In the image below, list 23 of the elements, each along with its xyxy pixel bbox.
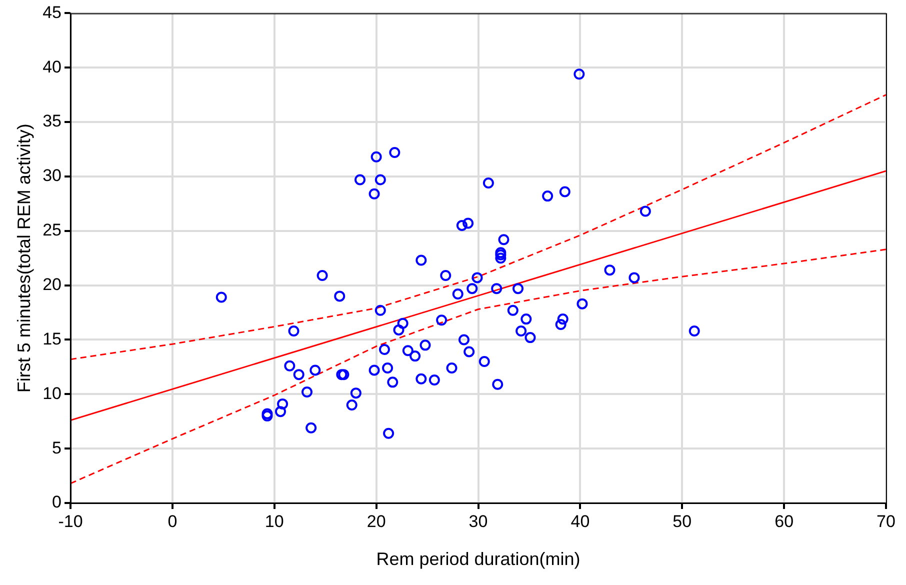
y-tick-label: 30: [42, 166, 62, 186]
x-tick-label: 70: [876, 512, 896, 531]
y-tick-label: 5: [52, 438, 62, 458]
y-tick-label: 45: [42, 2, 62, 22]
y-tick-label: 40: [42, 57, 62, 76]
y-tick-label: 10: [42, 384, 62, 403]
x-tick-label: 30: [468, 512, 488, 531]
x-tick-label: -10: [58, 512, 83, 531]
y-tick-label: 35: [42, 112, 62, 131]
line-series: [70, 94, 886, 360]
y-tick-label: 20: [42, 275, 62, 294]
x-tick-label: 40: [570, 512, 590, 531]
y-tick-label: 0: [52, 492, 62, 512]
y-axis-title: First 5 minutes(total REM activity): [14, 124, 34, 393]
x-tick-label: 0: [168, 512, 178, 531]
y-tick-label: 25: [42, 220, 62, 240]
line-series: [70, 248, 886, 484]
x-tick-label: 20: [366, 512, 386, 531]
x-axis-title: Rem period duration(min): [376, 549, 580, 570]
y-tick-label: 15: [42, 329, 62, 348]
x-tick-label: 50: [672, 512, 692, 531]
x-tick-label: 10: [264, 512, 284, 531]
x-tick-label: 60: [774, 512, 794, 531]
